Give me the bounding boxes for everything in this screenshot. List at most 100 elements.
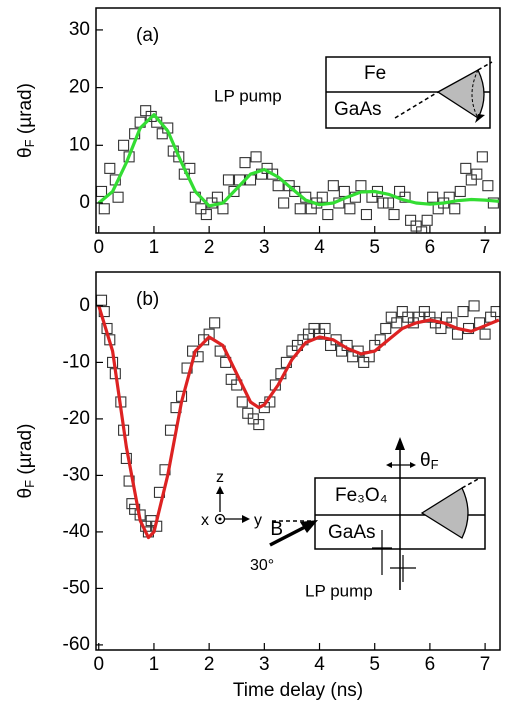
subscript: F bbox=[22, 139, 37, 147]
data-point bbox=[239, 157, 251, 169]
symbol: θ bbox=[15, 488, 36, 499]
data-point bbox=[272, 180, 284, 192]
data-point bbox=[454, 185, 466, 198]
x-tick-label: 7 bbox=[480, 237, 491, 258]
x-tick-label: 2 bbox=[204, 654, 215, 675]
panel-label: (a) bbox=[136, 25, 159, 46]
symbol: θ bbox=[420, 450, 431, 471]
data-point bbox=[482, 180, 494, 192]
annotation: B bbox=[270, 519, 283, 540]
x-tick-label: 4 bbox=[314, 654, 325, 675]
x-tick-label: 5 bbox=[369, 654, 380, 675]
data-point bbox=[479, 328, 491, 340]
fit-line bbox=[97, 305, 500, 540]
data-point bbox=[96, 294, 108, 306]
data-point bbox=[416, 226, 428, 233]
data-point bbox=[457, 306, 469, 318]
axis-symbol: x bbox=[201, 512, 209, 529]
data-point bbox=[118, 139, 130, 151]
data-point bbox=[468, 300, 480, 312]
layer-label: Fe₃O₄ bbox=[335, 485, 388, 506]
x-tick-label: 0 bbox=[93, 654, 104, 675]
x-tick-label: 6 bbox=[425, 237, 436, 258]
data-point bbox=[319, 322, 331, 335]
data-point bbox=[476, 151, 488, 163]
annotation: LP pump bbox=[214, 86, 282, 105]
panel-label: (b) bbox=[136, 289, 159, 310]
data-point bbox=[316, 191, 328, 203]
x-tick-label: 3 bbox=[259, 654, 270, 675]
data-point bbox=[382, 197, 395, 209]
plot-frame bbox=[95, 271, 501, 651]
x-axis-title: Time delay (ns) bbox=[233, 680, 363, 701]
plot-area bbox=[96, 294, 500, 540]
subscript: F bbox=[431, 457, 439, 472]
y-tick-label: 10 bbox=[69, 134, 90, 155]
y-tick-label: 0 bbox=[79, 295, 90, 316]
data-point bbox=[211, 191, 223, 203]
data-point bbox=[173, 151, 185, 163]
x-tick-label: 5 bbox=[369, 237, 380, 258]
data-point bbox=[278, 197, 290, 209]
data-point bbox=[427, 191, 439, 203]
y-tick-label: -30 bbox=[63, 464, 90, 485]
y-axis-title: θF (µrad) bbox=[15, 83, 37, 158]
panel: 0 10 20 30 0 1 2 3 4 5 6 7 (a) θF (µrad) bbox=[15, 7, 501, 258]
data-point bbox=[487, 197, 499, 209]
data-point bbox=[253, 419, 265, 431]
y-axis-title: θF (µrad) bbox=[15, 424, 37, 499]
y-tick-label: 30 bbox=[69, 19, 90, 40]
data-point bbox=[391, 317, 403, 329]
data-point bbox=[98, 203, 110, 215]
data-point bbox=[222, 174, 235, 186]
data-point bbox=[360, 208, 372, 221]
layer-label: GaAs bbox=[328, 522, 376, 543]
data-point bbox=[338, 185, 350, 198]
data-point bbox=[250, 151, 262, 163]
layer-label: GaAs bbox=[334, 99, 382, 120]
symbol: θ bbox=[15, 147, 36, 158]
data-point bbox=[112, 191, 124, 203]
y-tick-label: -40 bbox=[63, 521, 90, 542]
data-point bbox=[322, 208, 334, 221]
y-tick-label: 0 bbox=[79, 192, 90, 213]
inset-b: Fe₃O₄ GaAs θF B 30° LP pump z x y bbox=[201, 437, 486, 600]
annotation: 30° bbox=[250, 557, 274, 574]
plot-area bbox=[96, 105, 500, 233]
data-point bbox=[228, 185, 240, 198]
inset-a: Fe GaAs bbox=[325, 56, 493, 129]
x-tick-label: 7 bbox=[480, 654, 491, 675]
data-point bbox=[449, 203, 461, 215]
x-tick-label: 0 bbox=[93, 237, 104, 258]
data-point bbox=[267, 168, 279, 180]
y-tick-label: -10 bbox=[63, 351, 90, 372]
y-tick-label: -60 bbox=[63, 634, 90, 655]
data-point bbox=[96, 185, 108, 198]
x-tick-label: 3 bbox=[259, 237, 270, 258]
plot-frame bbox=[95, 7, 501, 234]
x-tick-label: 2 bbox=[204, 237, 215, 258]
data-point bbox=[209, 317, 221, 329]
x-tick-label: 1 bbox=[149, 237, 160, 258]
y-tick-label: -50 bbox=[63, 577, 90, 598]
data-point bbox=[344, 203, 356, 215]
data-point bbox=[380, 322, 392, 335]
data-point bbox=[460, 162, 472, 174]
subscript: F bbox=[22, 480, 37, 488]
unit: (µrad) bbox=[15, 424, 36, 480]
x-tick-label: 4 bbox=[314, 237, 325, 258]
data-point bbox=[490, 306, 500, 318]
y-tick-label: 20 bbox=[69, 77, 90, 98]
fit-line bbox=[97, 113, 500, 208]
data-point bbox=[104, 162, 116, 174]
unit: (µrad) bbox=[15, 83, 36, 139]
layer-label: Fe bbox=[364, 63, 386, 84]
data-point bbox=[421, 214, 433, 226]
data-point bbox=[200, 208, 212, 221]
x-tick-label: 1 bbox=[149, 654, 160, 675]
annotation: LP pump bbox=[305, 581, 373, 600]
data-point bbox=[471, 168, 483, 180]
annotation: θF bbox=[420, 450, 439, 472]
